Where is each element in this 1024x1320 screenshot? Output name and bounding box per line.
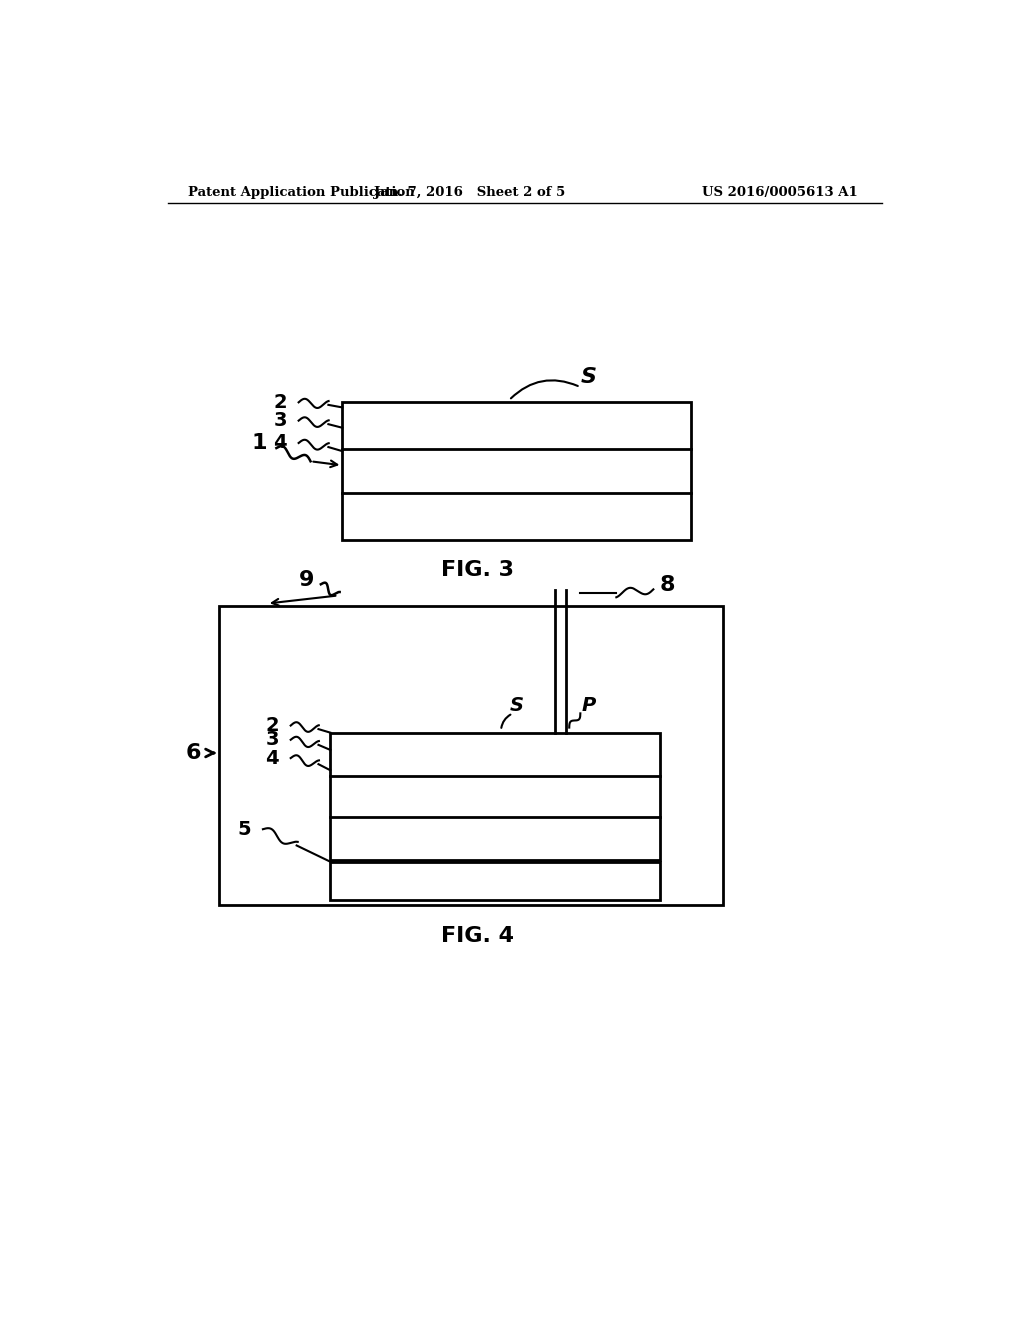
Text: S: S <box>510 696 524 714</box>
Text: 2: 2 <box>273 393 287 412</box>
Bar <box>331 733 659 859</box>
Text: 8: 8 <box>659 576 676 595</box>
Text: 2: 2 <box>265 715 279 735</box>
Text: 9: 9 <box>299 570 314 590</box>
Text: Patent Application Publication: Patent Application Publication <box>187 186 415 199</box>
Text: 3: 3 <box>273 411 287 430</box>
Text: S: S <box>581 367 596 387</box>
Text: FIG. 3: FIG. 3 <box>440 560 514 579</box>
Bar <box>342 403 691 540</box>
Bar <box>331 862 659 900</box>
Text: 4: 4 <box>265 748 279 767</box>
Text: P: P <box>582 696 595 714</box>
Text: 3: 3 <box>265 730 279 750</box>
Text: Jan. 7, 2016   Sheet 2 of 5: Jan. 7, 2016 Sheet 2 of 5 <box>374 186 565 199</box>
Text: 4: 4 <box>273 433 287 453</box>
Text: 6: 6 <box>185 743 201 763</box>
Text: 5: 5 <box>238 820 251 838</box>
Text: FIG. 4: FIG. 4 <box>440 925 514 946</box>
Text: US 2016/0005613 A1: US 2016/0005613 A1 <box>702 186 858 199</box>
Text: 1: 1 <box>251 433 266 453</box>
Bar <box>219 606 723 906</box>
